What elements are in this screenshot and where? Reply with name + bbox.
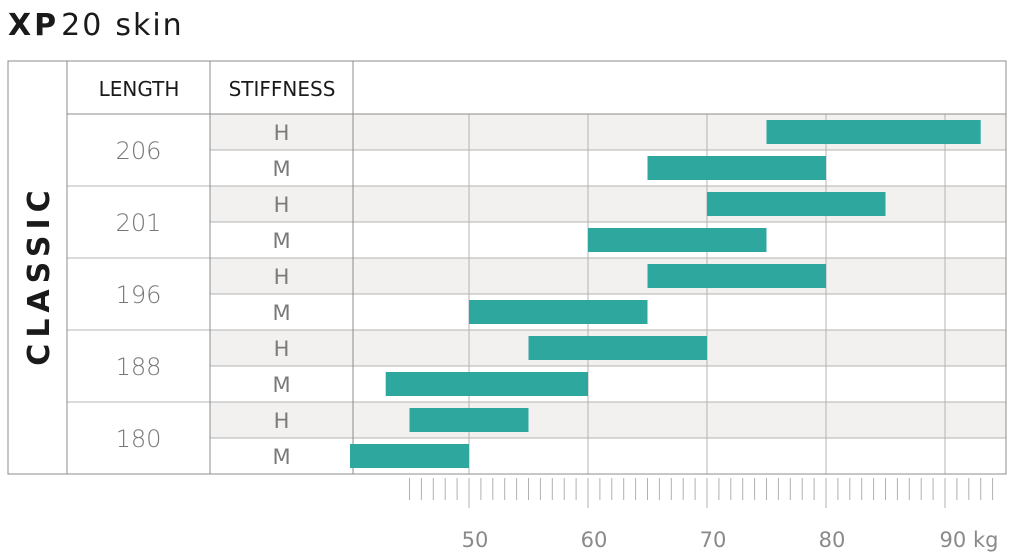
row-band <box>210 186 1006 222</box>
title-brand: XP <box>8 8 60 43</box>
title-model: 20 <box>61 8 104 43</box>
header-length: LENGTH <box>99 77 180 101</box>
row-bands <box>210 114 1006 438</box>
length-label: 180 <box>116 425 162 453</box>
length-label: 196 <box>116 281 162 309</box>
stiffness-label: M <box>272 301 290 325</box>
title-variant: skin <box>115 8 184 43</box>
stiffness-label: H <box>274 121 290 145</box>
chart-title: XP20 skin <box>8 6 184 46</box>
stiffness-label: H <box>274 337 290 361</box>
range-bar <box>350 444 469 468</box>
row-band <box>210 402 1006 438</box>
range-bar <box>528 336 707 360</box>
tick-label: 60 <box>581 528 608 552</box>
stiffness-label: M <box>272 373 290 397</box>
range-bar <box>409 408 529 432</box>
table-frame <box>7 60 1007 475</box>
outer-border <box>7 60 1007 475</box>
length-label: 201 <box>116 209 162 237</box>
stiffness-label: H <box>274 265 290 289</box>
tick-label: 70 <box>700 528 727 552</box>
tick-label: 80 <box>819 528 846 552</box>
range-bars <box>350 120 981 468</box>
grid-lines <box>67 114 1006 474</box>
range-bar <box>588 228 767 252</box>
range-bar <box>647 264 826 288</box>
tick-label: 50 <box>462 528 489 552</box>
stiffness-label: M <box>272 445 290 469</box>
row-band <box>210 258 1006 294</box>
tick-label: 90 kg <box>940 528 999 552</box>
stiffness-label: H <box>274 193 290 217</box>
header-stiffness: STIFFNESS <box>229 77 336 101</box>
stiffness-label: M <box>272 229 290 253</box>
stiffness-label: M <box>272 157 290 181</box>
length-label: 188 <box>116 353 162 381</box>
stiffness-label: H <box>274 409 290 433</box>
range-bar <box>707 192 886 216</box>
range-bar <box>647 156 826 180</box>
x-axis: 50 60 70 80 90 kg <box>409 478 999 552</box>
range-bar <box>766 120 981 144</box>
category-label: CLASSIC <box>22 184 57 365</box>
range-bar <box>385 372 588 396</box>
length-label: 206 <box>116 137 162 165</box>
range-bar <box>469 300 648 324</box>
